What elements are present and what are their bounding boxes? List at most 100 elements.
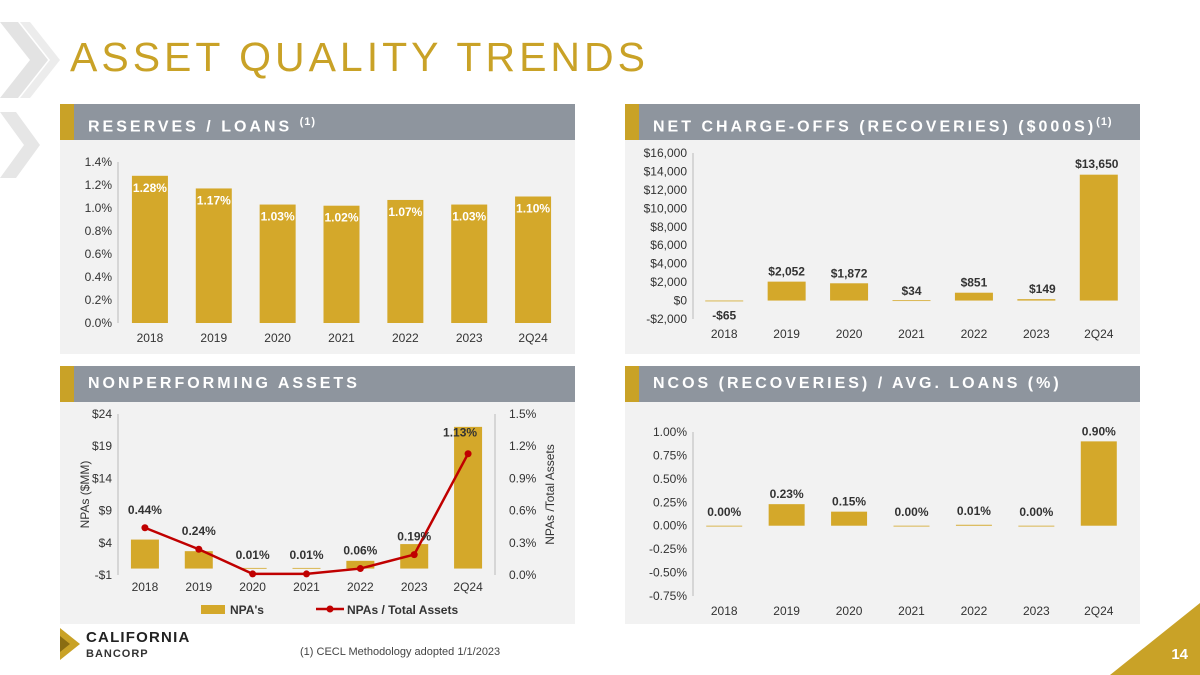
bar-2020 <box>831 511 868 526</box>
y-tick-label-right: 0.0% <box>509 568 537 582</box>
y-tick-label: 1.00% <box>653 425 687 439</box>
y-tick-label-left: $24 <box>92 407 112 421</box>
bar-2Q24 <box>515 196 552 323</box>
bar-2019 <box>768 504 805 526</box>
data-label: $1,872 <box>831 266 868 280</box>
npa-ratio-point <box>303 570 310 578</box>
npa-panel-header: NONPERFORMING ASSETS <box>60 366 575 402</box>
nco-panel: NET CHARGE-OFFS (RECOVERIES) ($000S)(1) … <box>625 104 1140 354</box>
data-label: 1.28% <box>133 181 167 195</box>
bar-2Q24 <box>1079 174 1118 301</box>
x-tick-label: 2022 <box>961 604 988 618</box>
y-tick-label-right: 0.6% <box>509 504 537 518</box>
y-tick-label: 0.00% <box>653 519 687 533</box>
bar-2022 <box>955 524 992 526</box>
y-tick-label: $8,000 <box>650 220 687 234</box>
data-label: 0.06% <box>343 544 377 558</box>
y-tick-label: 1.0% <box>85 201 113 215</box>
npa-chart: -$1 $4 $9 $14 $19 $24 0.0% 0.3% 0.6% 0.9% 1.2% 1.5%… <box>78 407 557 617</box>
x-tick-label: 2021 <box>328 331 355 345</box>
data-label: 0.00% <box>894 505 928 519</box>
bar-2Q24 <box>454 426 483 569</box>
y-tick-label: $16,000 <box>644 146 688 160</box>
data-label: 0.23% <box>770 487 804 501</box>
x-tick-label: 2020 <box>836 604 863 618</box>
y-tick-label: 0.8% <box>85 224 113 238</box>
y-tick-label: -$2,000 <box>646 312 687 326</box>
x-tick-label: 2019 <box>185 580 212 594</box>
x-tick-label: 2022 <box>347 580 374 594</box>
y-axis-left-title: NPAs ($MM) <box>78 461 92 529</box>
y-tick-label: 0.4% <box>85 270 113 284</box>
nco-chart: -$2,000 $0 $2,000 $4,000 $6,000 $8,000 $10,000… <box>644 146 1119 341</box>
bar-2021 <box>292 567 321 569</box>
bar-2018 <box>131 175 168 323</box>
x-tick-label: 2022 <box>392 331 419 345</box>
x-tick-label: 2020 <box>836 327 863 341</box>
bar-2022 <box>346 560 375 569</box>
nco-panel-header: NET CHARGE-OFFS (RECOVERIES) ($000S)(1) <box>625 104 1140 140</box>
npa-ratio-point <box>356 565 364 573</box>
bar-2021 <box>893 525 930 527</box>
npa-ratio-point <box>195 545 203 553</box>
npa-ratio-point <box>141 524 149 532</box>
data-label: 0.15% <box>832 495 866 509</box>
ncos-ratio-panel-header: NCOS (RECOVERIES) / AVG. LOANS (%) <box>625 366 1140 402</box>
y-tick-label: -0.25% <box>649 542 687 556</box>
ncos-ratio-chart: -0.75% -0.50% -0.25% 0.00% 0.25% 0.50% 0.75% 1.… <box>649 424 1117 618</box>
logo-line1: CALIFORNIA <box>86 629 191 646</box>
x-tick-label: 2Q24 <box>518 331 548 345</box>
legend-swatch-point <box>326 605 334 613</box>
x-tick-label: 2019 <box>773 604 800 618</box>
y-tick-label-left: $19 <box>92 439 112 453</box>
y-tick-label: -0.75% <box>649 589 687 603</box>
x-tick-label: 2023 <box>1023 327 1050 341</box>
data-label: 1.13% <box>443 426 477 440</box>
corner-accent-triangle <box>1110 603 1200 675</box>
x-tick-label: 2020 <box>264 331 291 345</box>
bar-2018 <box>705 300 744 302</box>
logo-mark-icon <box>60 628 80 660</box>
y-axis-right-title: NPAs /Total Assets <box>543 444 557 544</box>
x-tick-label: 2023 <box>456 331 483 345</box>
bar-2019 <box>184 551 213 569</box>
y-tick-label: $2,000 <box>650 275 687 289</box>
decorative-chevrons <box>0 22 60 178</box>
page-title: ASSET QUALITY TRENDS <box>70 34 649 80</box>
y-tick-label: $0 <box>674 294 688 308</box>
x-tick-label: 2022 <box>961 327 988 341</box>
bar-2020 <box>238 567 267 569</box>
x-tick-label: 2023 <box>1023 604 1050 618</box>
y-tick-label: 0.0% <box>85 316 113 330</box>
x-tick-label: 2018 <box>137 331 164 345</box>
data-label: $13,650 <box>1075 157 1119 171</box>
ncos-ratio-panel: NCOS (RECOVERIES) / AVG. LOANS (%) -0.75… <box>625 366 1140 624</box>
npa-panel-title: NONPERFORMING ASSETS <box>88 375 360 392</box>
legend-label-line: NPAs / Total Assets <box>347 603 458 617</box>
bar-2019 <box>195 188 232 323</box>
data-label: $2,052 <box>768 265 805 279</box>
x-tick-label: 2020 <box>239 580 266 594</box>
y-tick-label-left: $4 <box>99 536 113 550</box>
y-tick-label: $10,000 <box>644 201 688 215</box>
y-tick-label: $4,000 <box>650 257 687 271</box>
y-tick-label-left: -$1 <box>95 568 113 582</box>
npa-ratio-point <box>464 450 472 458</box>
reserves-panel: RESERVES / LOANS (1) 0.0% 0.2% 0.4% 0.6% 0.8… <box>60 104 575 354</box>
data-label: 1.17% <box>197 193 231 207</box>
bar-2020 <box>830 283 869 301</box>
reserves-panel-title: RESERVES / LOANS (1) <box>88 116 317 136</box>
y-tick-label-right: 0.9% <box>509 471 537 485</box>
bar-2023 <box>1017 299 1056 301</box>
y-tick-label-right: 1.2% <box>509 439 537 453</box>
reserves-panel-header: RESERVES / LOANS (1) <box>60 104 575 140</box>
data-label: 0.00% <box>707 505 741 519</box>
bar-2022 <box>954 292 993 301</box>
page-number: 14 <box>1171 646 1188 663</box>
data-label: 1.10% <box>516 202 550 216</box>
header-accent <box>60 104 74 140</box>
data-label: 0.00% <box>1019 505 1053 519</box>
footnote-marker: (1) <box>1096 116 1113 128</box>
data-label: 0.01% <box>957 504 991 518</box>
bar-2021 <box>892 300 931 302</box>
